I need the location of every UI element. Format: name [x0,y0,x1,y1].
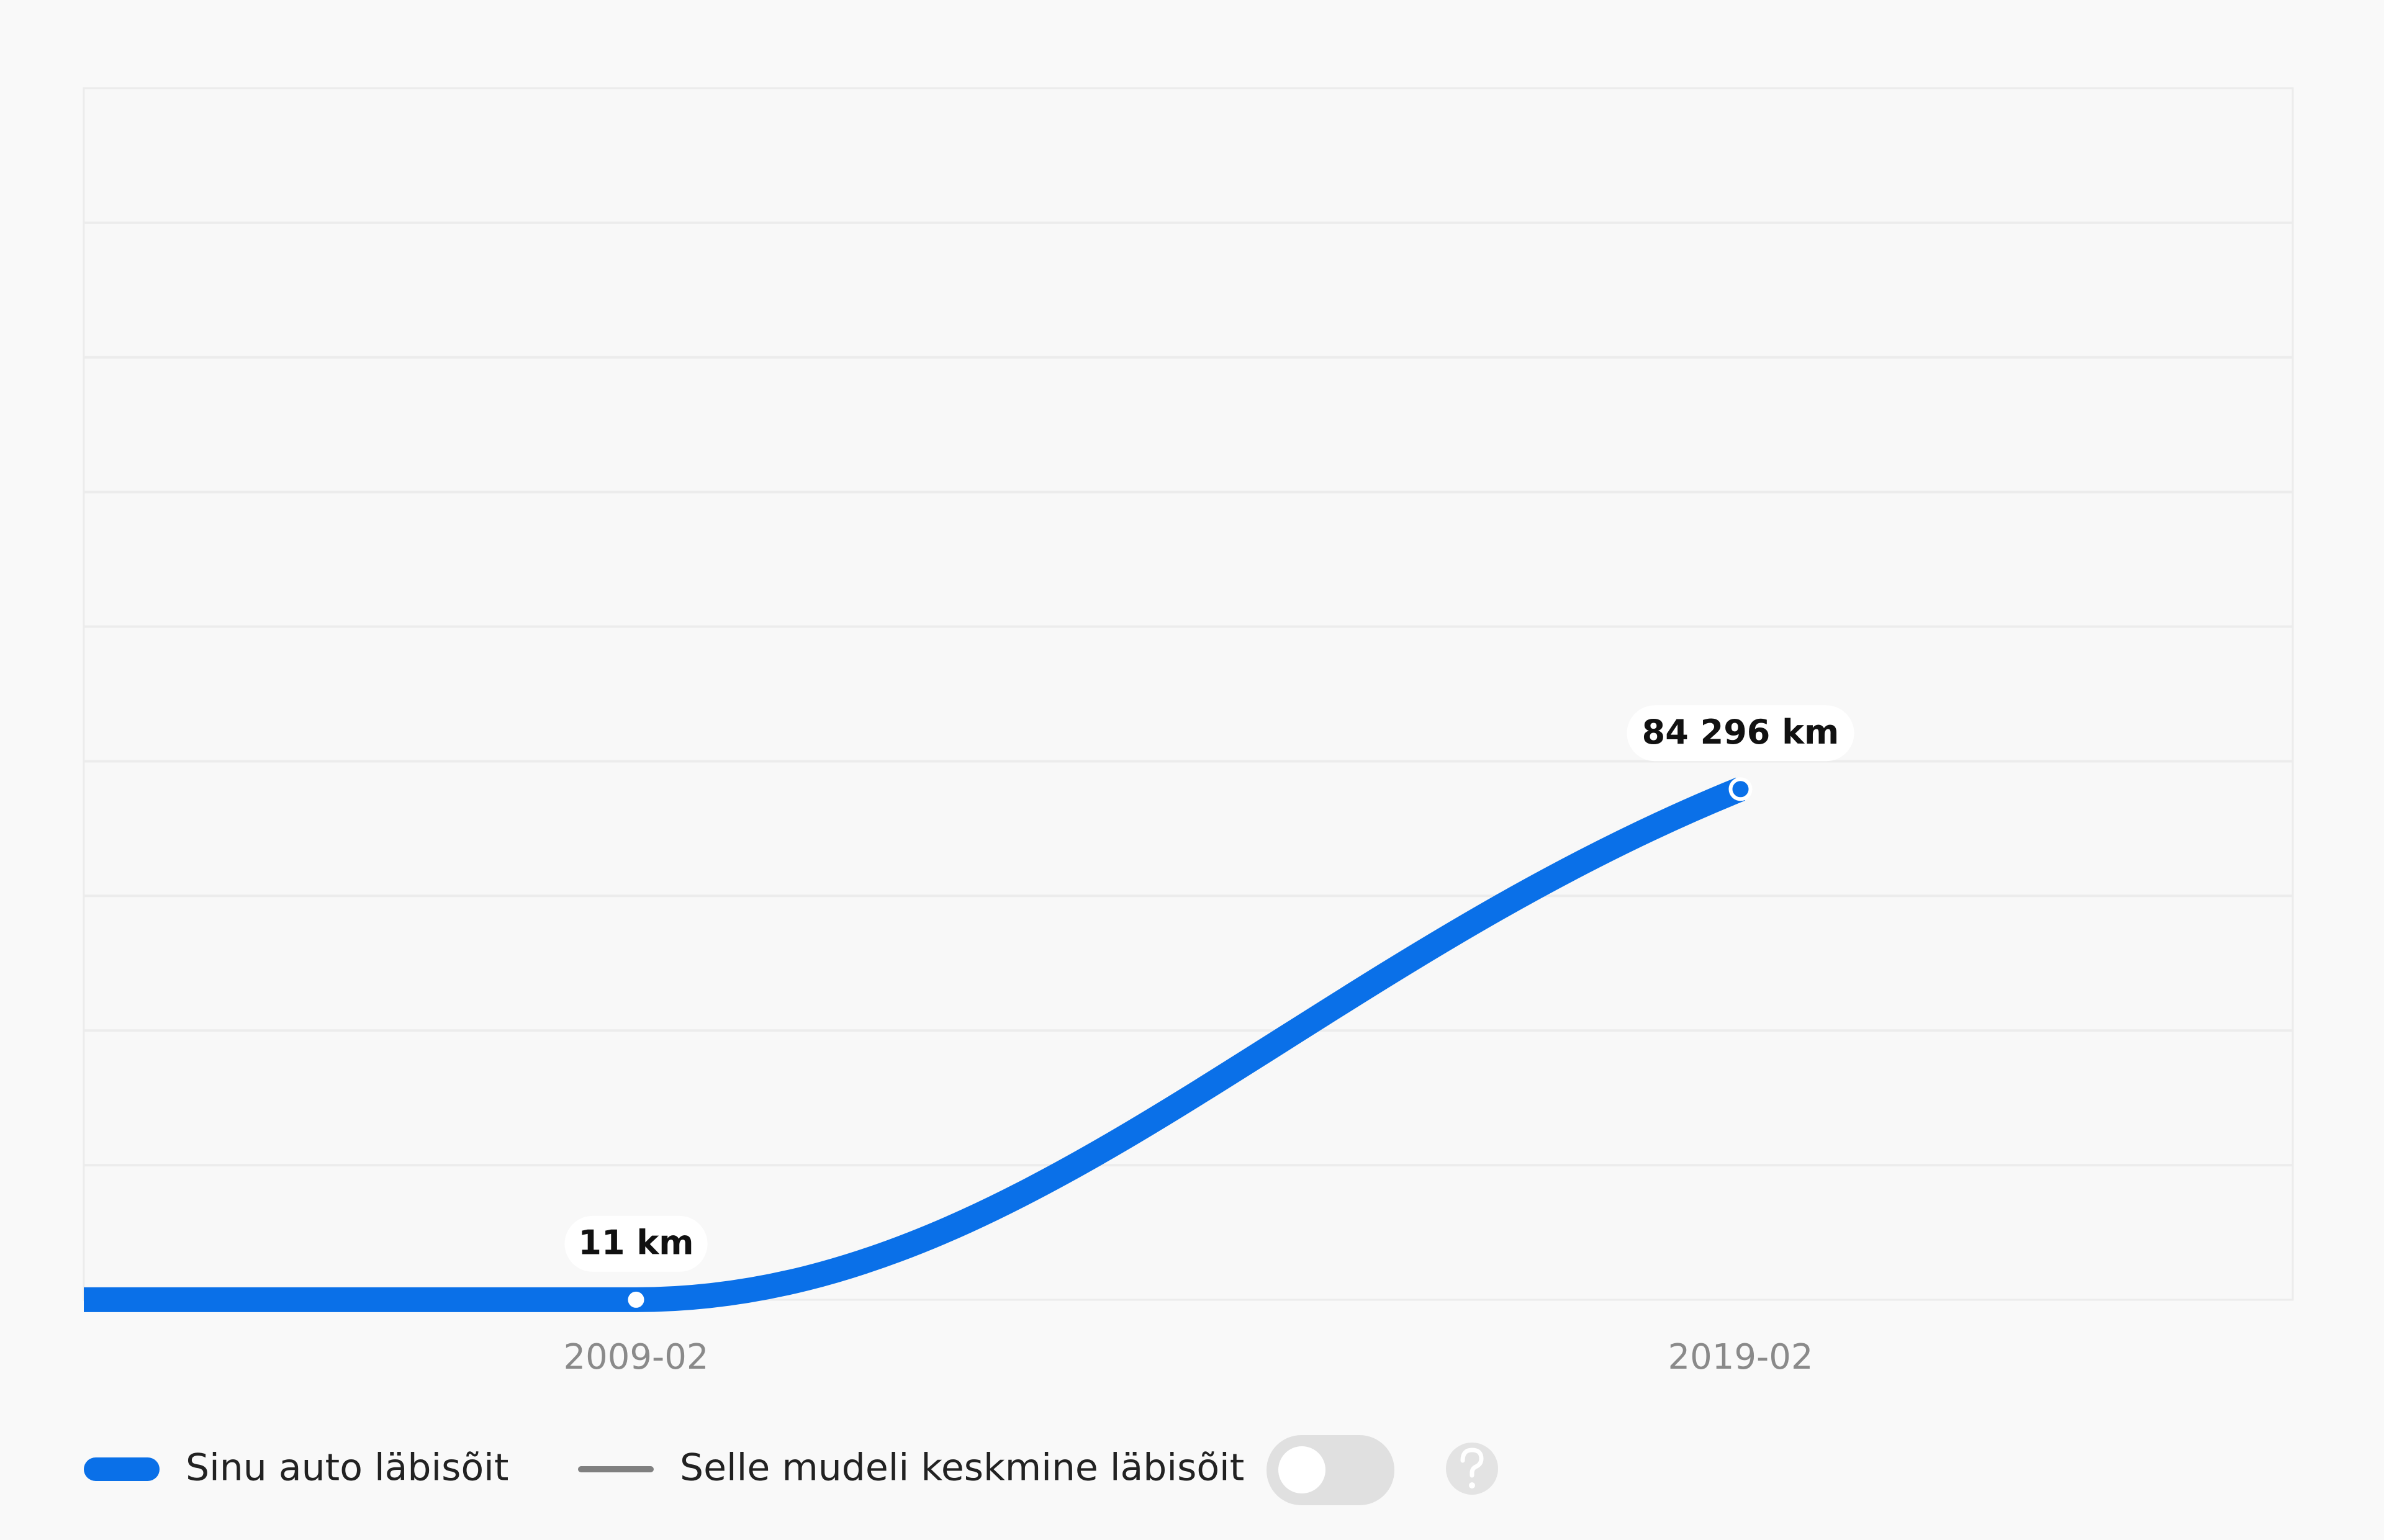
value-label-bg [564,1215,708,1272]
legend-swatch [84,1457,160,1481]
value-label: 11 km [578,1223,693,1263]
value-label-bg [1627,705,1854,762]
x-tick-label: 2019-02 [1668,1337,1813,1377]
plot-area [83,87,2294,1301]
legend-label: Selle mudeli keskmine läbisõit [680,1446,1244,1490]
line-series [636,777,1746,1312]
legend: Sinu auto läbisõit Selle mudeli keskmine … [84,1446,1244,1490]
point [624,1287,648,1312]
marks: 2009-02 2019-02 11 km 84 296 km [84,705,1854,1377]
x-tick-label: 2009-02 [564,1337,709,1377]
help-icon-dot [1469,1482,1475,1488]
help-icon-glyph [1460,1448,1484,1478]
legend-swatch [578,1466,654,1472]
legend-label: Sinu auto läbisõit [186,1446,508,1490]
point [1728,777,1753,801]
value-label: 84 296 km [1642,713,1840,752]
toggle-knob [1278,1446,1325,1493]
grid [84,221,2293,1167]
